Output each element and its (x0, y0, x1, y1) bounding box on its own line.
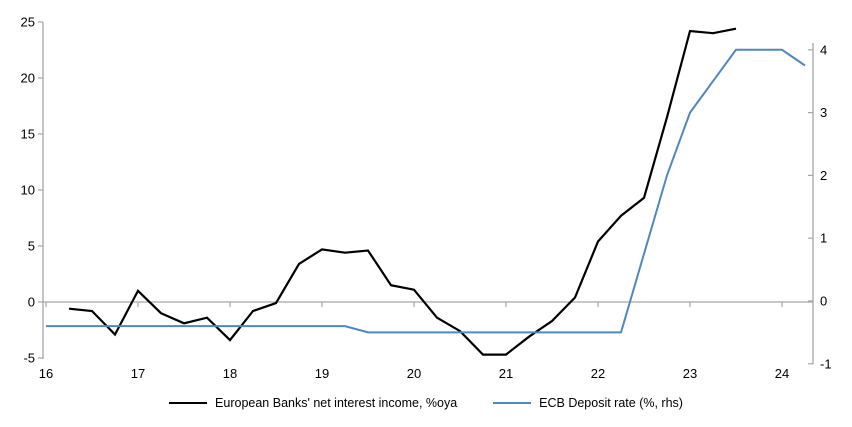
x-axis-tick-label: 23 (683, 366, 697, 381)
left-axis-tick-label: -5 (23, 351, 35, 366)
left-axis-tick-label: 10 (21, 183, 35, 198)
legend-item-net-interest-income: European Banks' net interest income, %oy… (169, 396, 457, 410)
left-axis-tick-label: 25 (21, 15, 35, 30)
legend-label-net-interest-income: European Banks' net interest income, %oy… (215, 396, 458, 410)
legend-item-ecb-deposit-rate: ECB Deposit rate (%, rhs) (493, 396, 683, 410)
right-axis-tick-label: 2 (820, 168, 827, 183)
right-axis-tick-label: 4 (820, 42, 827, 57)
series-line-net-interest-income (68, 27, 737, 356)
right-axis-tick-label: 1 (820, 231, 827, 246)
right-axis-tick-label: 3 (820, 105, 827, 120)
series-line-ecb-deposit-rate (46, 48, 806, 334)
x-axis-tick-label: 21 (499, 366, 513, 381)
left-axis-tick-label: 0 (28, 295, 35, 310)
blue-line-swatch-icon (493, 402, 532, 404)
x-axis-tick-label: 24 (775, 366, 789, 381)
x-axis-tick-label: 16 (39, 366, 53, 381)
x-axis-tick-label: 19 (315, 366, 329, 381)
black-line-swatch-icon (169, 402, 208, 404)
chart-legend: European Banks' net interest income, %oy… (0, 396, 852, 410)
right-axis-tick-label: -1 (820, 356, 832, 371)
left-axis-tick-label: 15 (21, 127, 35, 142)
left-axis-tick-label: 5 (28, 239, 35, 254)
x-axis-tick-label: 22 (591, 366, 605, 381)
legend-label-ecb-deposit-rate: ECB Deposit rate (%, rhs) (539, 396, 683, 410)
x-axis-tick-label: 17 (131, 366, 145, 381)
x-axis-tick-label: 18 (223, 366, 237, 381)
x-axis-tick-label: 20 (407, 366, 421, 381)
right-axis-tick-label: 0 (820, 294, 827, 309)
left-axis-tick-label: 20 (21, 71, 35, 86)
